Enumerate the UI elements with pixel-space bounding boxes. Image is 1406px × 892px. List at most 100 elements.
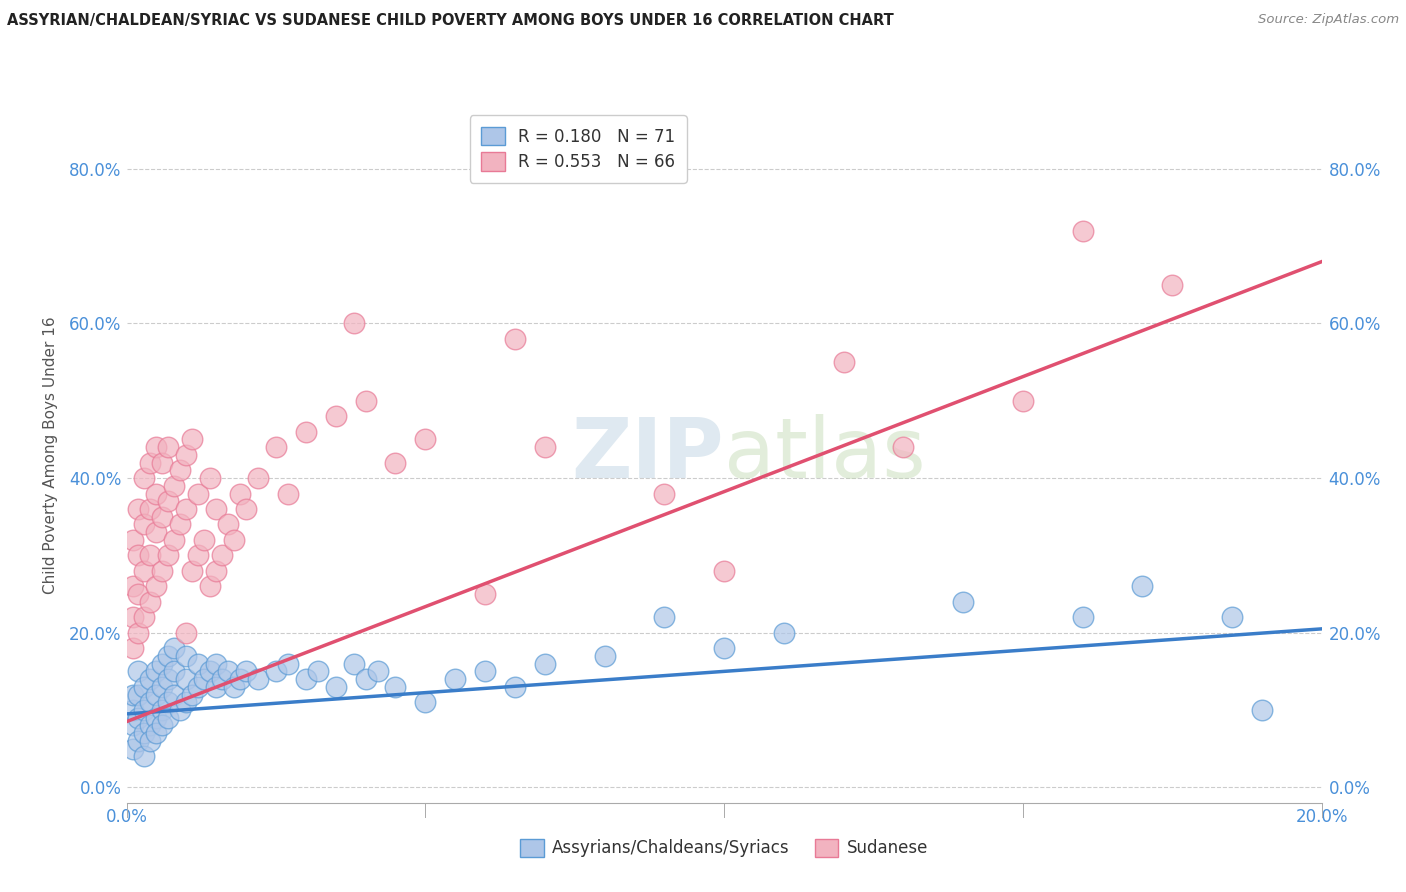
Point <box>157 494 180 508</box>
Point <box>193 533 215 547</box>
Point <box>174 625 197 640</box>
Point <box>713 641 735 656</box>
Point <box>1011 393 1033 408</box>
Point <box>134 471 156 485</box>
Point <box>1130 579 1153 593</box>
Point <box>174 672 197 686</box>
Point <box>444 672 467 686</box>
Point <box>157 648 180 663</box>
Point <box>127 549 149 563</box>
Point <box>127 502 149 516</box>
Point <box>145 579 167 593</box>
Point <box>415 433 437 447</box>
Point <box>205 502 228 516</box>
Point <box>139 672 162 686</box>
Point <box>205 680 228 694</box>
Point <box>593 648 616 663</box>
Point <box>121 718 143 732</box>
Point <box>652 486 675 500</box>
Point <box>152 456 174 470</box>
Point <box>127 587 149 601</box>
Point <box>152 657 174 671</box>
Point <box>294 672 316 686</box>
Y-axis label: Child Poverty Among Boys Under 16: Child Poverty Among Boys Under 16 <box>44 316 58 594</box>
Point <box>294 425 316 439</box>
Point <box>893 440 915 454</box>
Point <box>152 703 174 717</box>
Point <box>134 680 156 694</box>
Point <box>134 749 156 764</box>
Point <box>157 672 180 686</box>
Point <box>139 734 162 748</box>
Point <box>145 665 167 679</box>
Point <box>205 657 228 671</box>
Point <box>134 517 156 532</box>
Point <box>247 672 270 686</box>
Point <box>534 440 557 454</box>
Point <box>222 533 246 547</box>
Point <box>1161 277 1184 292</box>
Point <box>193 672 215 686</box>
Point <box>121 533 143 547</box>
Text: ZIP: ZIP <box>572 415 724 495</box>
Point <box>343 317 366 331</box>
Point <box>343 657 366 671</box>
Point <box>211 672 233 686</box>
Point <box>181 433 204 447</box>
Point <box>163 665 186 679</box>
Point <box>773 625 796 640</box>
Point <box>415 695 437 709</box>
Point <box>121 579 143 593</box>
Point <box>145 726 167 740</box>
Point <box>169 517 191 532</box>
Text: atlas: atlas <box>724 415 925 495</box>
Point <box>247 471 270 485</box>
Point <box>163 533 186 547</box>
Point <box>229 486 252 500</box>
Point <box>127 625 149 640</box>
Point <box>157 711 180 725</box>
Point <box>145 688 167 702</box>
Point <box>152 680 174 694</box>
Point <box>174 695 197 709</box>
Point <box>163 641 186 656</box>
Point <box>235 665 257 679</box>
Point <box>354 672 377 686</box>
Point <box>145 440 167 454</box>
Point <box>174 448 197 462</box>
Point <box>134 726 156 740</box>
Point <box>277 657 299 671</box>
Point <box>127 665 149 679</box>
Point <box>307 665 329 679</box>
Point <box>121 688 143 702</box>
Point <box>152 718 174 732</box>
Point <box>139 502 162 516</box>
Point <box>152 564 174 578</box>
Point <box>211 549 233 563</box>
Point <box>200 665 222 679</box>
Point <box>325 680 347 694</box>
Point <box>534 657 557 671</box>
Point <box>139 595 162 609</box>
Point <box>145 711 167 725</box>
Point <box>174 648 197 663</box>
Point <box>832 355 855 369</box>
Point <box>139 456 162 470</box>
Point <box>503 680 526 694</box>
Point <box>169 463 191 477</box>
Point <box>181 688 204 702</box>
Point <box>127 688 149 702</box>
Point <box>134 564 156 578</box>
Point <box>145 486 167 500</box>
Point <box>1071 610 1094 624</box>
Point <box>187 657 209 671</box>
Point <box>163 479 186 493</box>
Point <box>139 718 162 732</box>
Point <box>157 549 180 563</box>
Point <box>187 486 209 500</box>
Point <box>229 672 252 686</box>
Point <box>713 564 735 578</box>
Point <box>205 564 228 578</box>
Point <box>652 610 675 624</box>
Point <box>217 517 239 532</box>
